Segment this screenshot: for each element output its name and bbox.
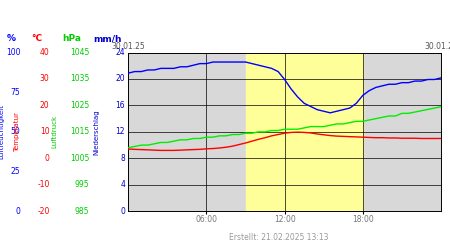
Text: 50: 50 (10, 127, 20, 136)
Text: 0: 0 (15, 207, 20, 216)
Text: 100: 100 (6, 48, 20, 57)
Text: 20: 20 (116, 74, 125, 84)
Text: Temperatur: Temperatur (14, 112, 20, 152)
Text: hPa: hPa (63, 34, 81, 43)
Text: mm/h: mm/h (94, 34, 122, 43)
Text: -10: -10 (37, 180, 50, 189)
Text: 1005: 1005 (70, 154, 89, 163)
Text: 995: 995 (75, 180, 89, 189)
Text: 1035: 1035 (70, 74, 89, 84)
Text: Luftfeuchtigkeit: Luftfeuchtigkeit (0, 104, 4, 160)
Text: Niederschlag: Niederschlag (94, 109, 100, 155)
Text: 75: 75 (10, 88, 20, 97)
Text: 0: 0 (120, 207, 125, 216)
Text: 24: 24 (116, 48, 125, 57)
Text: 0: 0 (45, 154, 50, 163)
Bar (246, 52, 363, 211)
Text: 16: 16 (116, 101, 125, 110)
Text: 1045: 1045 (70, 48, 89, 57)
Text: 12: 12 (116, 127, 125, 136)
Text: 30: 30 (40, 74, 50, 84)
Text: %: % (7, 34, 16, 43)
Text: 40: 40 (40, 48, 50, 57)
Text: Luftdruck: Luftdruck (51, 115, 57, 148)
Text: Erstellt: 21.02.2025 13:13: Erstellt: 21.02.2025 13:13 (229, 234, 329, 242)
Text: 25: 25 (11, 167, 20, 176)
Text: 985: 985 (75, 207, 89, 216)
Text: -20: -20 (37, 207, 50, 216)
Text: 1025: 1025 (70, 101, 89, 110)
Text: 20: 20 (40, 101, 50, 110)
Text: 1015: 1015 (70, 127, 89, 136)
Text: 10: 10 (40, 127, 50, 136)
Text: °C: °C (32, 34, 42, 43)
Text: 4: 4 (120, 180, 125, 189)
Text: 8: 8 (120, 154, 125, 163)
